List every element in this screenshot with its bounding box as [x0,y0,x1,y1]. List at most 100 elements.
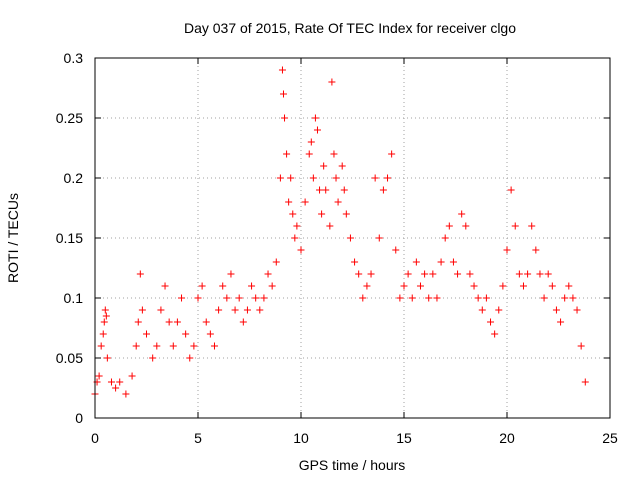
data-point [351,258,359,266]
data-point [548,282,556,290]
data-point [470,282,478,290]
data-point [264,270,272,278]
data-point [400,282,408,290]
data-point [552,306,560,314]
data-point [507,186,515,194]
data-point [293,222,301,230]
data-point [316,186,324,194]
data-point [577,342,585,350]
data-point [305,150,313,158]
y-tick-label: 0.3 [64,50,84,66]
data-point [396,294,404,302]
data-point [519,282,527,290]
data-point [297,246,305,254]
data-point [332,174,340,182]
data-point [198,282,206,290]
data-point [182,330,190,338]
data-point [573,306,581,314]
data-point [557,318,565,326]
data-point [540,294,548,302]
data-point [173,318,181,326]
data-point [511,222,519,230]
data-point [143,330,150,338]
data-point [122,390,130,398]
data-point [367,270,375,278]
data-point [495,306,503,314]
data-point [132,342,140,350]
data-point [178,294,186,302]
data-point [363,282,371,290]
data-point [285,198,293,206]
data-point [515,270,523,278]
data-point [95,372,103,380]
x-tick-label: 15 [396,430,412,446]
data-point [227,270,235,278]
data-point [223,294,231,302]
data-point [301,198,309,206]
data-point [359,294,367,302]
data-point [128,372,136,380]
data-point [165,318,173,326]
data-point [416,282,424,290]
data-point [194,294,202,302]
data-layer [91,66,589,398]
data-point [458,210,466,218]
data-point [466,270,474,278]
y-axis-title: ROTI / TECUs [5,193,21,283]
data-point [313,126,321,134]
data-point [384,174,392,182]
data-point [392,246,400,254]
data-point [536,270,544,278]
y-tick-label: 0.1 [64,290,84,306]
data-point [138,306,146,314]
data-point [291,234,299,242]
data-point [190,342,198,350]
data-point [425,294,433,302]
x-tick-label: 25 [602,430,618,446]
data-point [272,258,280,266]
y-tick-label: 0.15 [56,230,83,246]
data-point [445,222,453,230]
data-point [408,294,416,302]
data-point [153,342,161,350]
data-point [330,150,338,158]
data-point [169,342,177,350]
x-tick-label: 0 [91,430,99,446]
data-point [429,270,437,278]
data-point [134,318,142,326]
data-point [462,222,470,230]
data-point [375,234,383,242]
data-point [318,210,326,218]
data-point [449,258,457,266]
data-point [532,246,540,254]
data-point [281,114,289,122]
data-point [340,186,348,194]
x-axis-title: GPS time / hours [299,457,406,473]
data-point [289,210,297,218]
data-point [412,258,420,266]
data-point [149,354,157,362]
data-point [97,342,105,350]
data-point [278,66,286,74]
data-point [112,384,120,392]
data-point [565,282,573,290]
data-point [561,294,569,302]
data-point [355,270,363,278]
data-point [528,222,536,230]
data-point [437,258,445,266]
data-point [326,222,334,230]
data-point [256,306,264,314]
data-point [499,282,507,290]
data-point [279,90,287,98]
data-point [338,162,346,170]
data-point [388,150,396,158]
x-tick-label: 20 [499,430,515,446]
data-point [252,294,260,302]
data-point [474,294,482,302]
data-point [342,210,350,218]
data-point [260,294,268,302]
data-point [186,354,194,362]
data-point [206,330,214,338]
